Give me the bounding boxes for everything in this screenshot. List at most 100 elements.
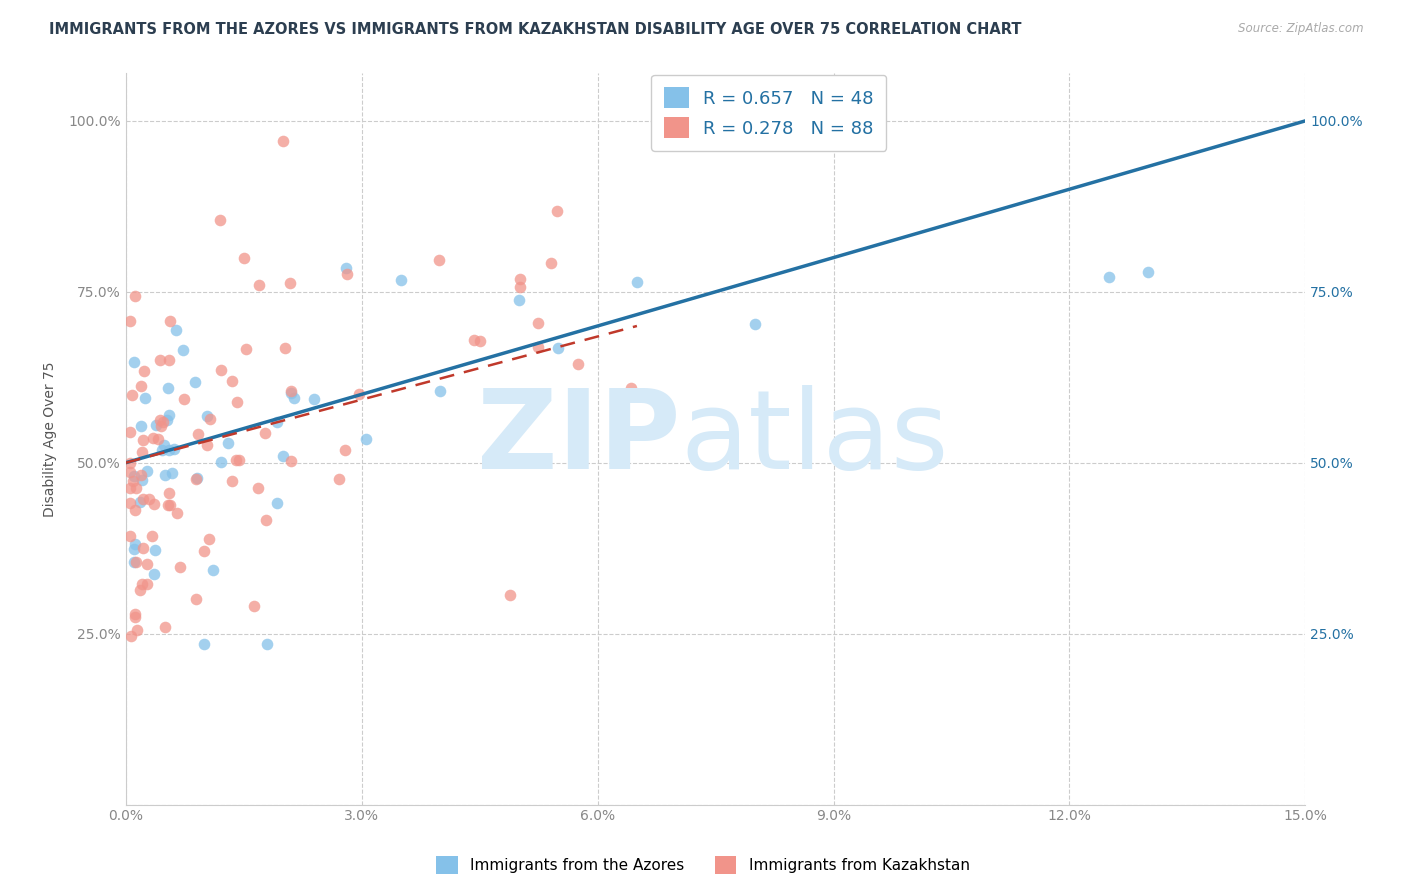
Point	[266, 496, 288, 510]
Point	[527, 316, 550, 330]
Point	[280, 454, 302, 468]
Point	[124, 537, 146, 551]
Point	[744, 318, 766, 332]
Point	[141, 529, 163, 543]
Point	[468, 334, 491, 348]
Text: atlas: atlas	[681, 385, 949, 492]
Point	[118, 425, 141, 440]
Point	[159, 443, 181, 458]
Point	[254, 513, 277, 527]
Point	[122, 542, 145, 557]
Point	[195, 409, 218, 423]
Point	[186, 592, 208, 607]
Point	[221, 474, 243, 488]
Point	[146, 432, 169, 446]
Point	[165, 323, 187, 337]
Point	[131, 474, 153, 488]
Point	[152, 437, 174, 451]
Point	[221, 374, 243, 388]
Point	[429, 384, 451, 398]
Point	[283, 391, 305, 405]
Point	[547, 341, 569, 355]
Point	[184, 375, 207, 389]
Point	[162, 466, 184, 480]
Point	[142, 431, 165, 445]
Point	[124, 607, 146, 621]
Point	[118, 496, 141, 510]
Point	[254, 425, 277, 440]
Point	[546, 204, 568, 219]
Point	[124, 289, 146, 303]
Point	[149, 352, 172, 367]
Point	[136, 576, 159, 591]
Point	[155, 468, 177, 483]
Point	[225, 394, 247, 409]
Point	[138, 492, 160, 507]
Point	[145, 417, 167, 432]
Point	[118, 314, 141, 328]
Point	[499, 588, 522, 602]
Point	[149, 413, 172, 427]
Point	[121, 474, 143, 488]
Point	[280, 384, 302, 398]
Point	[157, 408, 180, 422]
Text: ZIP: ZIP	[477, 385, 681, 492]
Point	[122, 355, 145, 369]
Point	[128, 583, 150, 598]
Point	[278, 276, 301, 290]
Point	[143, 567, 166, 582]
Point	[193, 637, 215, 651]
Point	[131, 577, 153, 591]
Point	[333, 443, 356, 458]
Point	[620, 381, 643, 395]
Point	[166, 507, 188, 521]
Text: Source: ZipAtlas.com: Source: ZipAtlas.com	[1239, 22, 1364, 36]
Point	[169, 559, 191, 574]
Point	[509, 280, 531, 294]
Point	[132, 492, 155, 507]
Point	[129, 419, 152, 434]
Point	[247, 482, 270, 496]
Point	[274, 341, 297, 355]
Point	[1098, 270, 1121, 285]
Point	[304, 392, 326, 406]
Point	[157, 352, 180, 367]
Point	[235, 342, 257, 356]
Point	[328, 472, 350, 486]
Point	[271, 134, 294, 148]
Text: IMMIGRANTS FROM THE AZORES VS IMMIGRANTS FROM KAZAKHSTAN DISABILITY AGE OVER 75 : IMMIGRANTS FROM THE AZORES VS IMMIGRANTS…	[49, 22, 1022, 37]
Point	[349, 386, 371, 401]
Point	[143, 543, 166, 558]
Point	[508, 293, 530, 307]
Point	[354, 432, 377, 446]
Point	[509, 271, 531, 285]
Point	[129, 494, 152, 508]
Point	[186, 471, 208, 485]
Point	[134, 364, 156, 378]
Point	[463, 333, 485, 347]
Point	[228, 453, 250, 467]
Point	[136, 464, 159, 478]
Point	[134, 391, 156, 405]
Legend: Immigrants from the Azores, Immigrants from Kazakhstan: Immigrants from the Azores, Immigrants f…	[430, 850, 976, 880]
Point	[266, 415, 288, 429]
Point	[209, 213, 232, 227]
Point	[125, 623, 148, 637]
Point	[124, 503, 146, 517]
Point	[193, 544, 215, 558]
Point	[256, 637, 278, 651]
Point	[118, 481, 141, 495]
Point	[120, 529, 142, 543]
Point	[232, 251, 254, 265]
Point	[118, 465, 141, 479]
Point	[271, 449, 294, 463]
Point	[132, 433, 155, 447]
Point	[427, 253, 450, 268]
Point	[184, 472, 207, 486]
Point	[249, 277, 271, 292]
Point	[217, 436, 239, 450]
Point	[225, 453, 247, 467]
Point	[135, 557, 157, 571]
Point	[157, 498, 180, 512]
Point	[125, 555, 148, 569]
